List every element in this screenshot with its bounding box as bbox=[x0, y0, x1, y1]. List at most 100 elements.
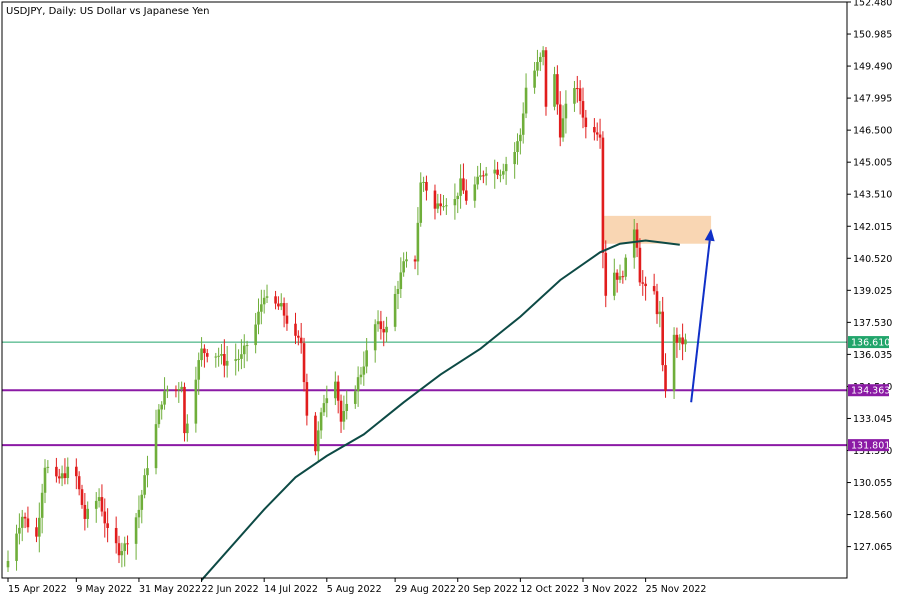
candle-body bbox=[177, 389, 181, 391]
candle-body bbox=[305, 382, 309, 416]
candle-body bbox=[655, 291, 659, 315]
projection-arrow-head bbox=[704, 228, 715, 242]
candle-body bbox=[533, 70, 536, 88]
candle-body bbox=[38, 517, 41, 537]
price-tick-label: 145.005 bbox=[853, 158, 892, 169]
candle-body bbox=[237, 358, 240, 360]
candle-body bbox=[419, 182, 423, 223]
price-tick-label: 140.520 bbox=[853, 254, 892, 265]
candle-body bbox=[103, 511, 107, 524]
candle-body bbox=[75, 466, 78, 477]
candle-body bbox=[26, 518, 30, 528]
projection-arrow-shaft bbox=[690, 240, 711, 403]
candle-body bbox=[234, 359, 238, 361]
candle-body bbox=[359, 374, 363, 378]
support-level-1-badge bbox=[848, 384, 889, 397]
date-tick-label: 25 Nov 2022 bbox=[646, 584, 707, 595]
candle-body bbox=[453, 199, 457, 206]
price-tick-label: 133.045 bbox=[853, 414, 892, 425]
candle-body bbox=[126, 543, 129, 545]
candle-body bbox=[134, 517, 138, 544]
date-tick-label: 31 May 2022 bbox=[139, 584, 201, 595]
price-tick-label: 131.550 bbox=[853, 446, 892, 457]
candle-body bbox=[143, 475, 146, 495]
candle-body bbox=[245, 345, 249, 347]
candle-body bbox=[220, 354, 223, 356]
candle-body bbox=[365, 350, 368, 367]
candle-body bbox=[638, 247, 642, 283]
candle-body bbox=[581, 101, 585, 118]
candle-body bbox=[456, 195, 460, 200]
candle-body bbox=[197, 360, 201, 380]
candle-body bbox=[675, 334, 679, 343]
candle-body bbox=[553, 74, 556, 107]
candle-body bbox=[558, 104, 562, 138]
candle-body bbox=[362, 366, 366, 375]
candle-body bbox=[35, 527, 38, 537]
candle-body bbox=[493, 169, 497, 174]
candle-body bbox=[123, 543, 127, 552]
candle-body bbox=[279, 303, 283, 307]
candle-body bbox=[393, 293, 397, 327]
candle-body bbox=[240, 354, 243, 359]
candle-body bbox=[277, 303, 280, 307]
candle-body bbox=[254, 324, 257, 346]
candle-body bbox=[376, 321, 380, 325]
candle-body bbox=[436, 203, 440, 209]
date-tick-label: 5 Aug 2022 bbox=[327, 584, 382, 595]
candle-body bbox=[353, 391, 357, 404]
candle-body bbox=[413, 259, 417, 262]
candle-body bbox=[504, 164, 508, 172]
candle-body bbox=[6, 560, 10, 568]
candle-body bbox=[604, 252, 608, 296]
candle-body bbox=[499, 174, 502, 176]
support-level-2-badge bbox=[848, 439, 889, 452]
candle-body bbox=[501, 171, 505, 175]
candle-body bbox=[200, 348, 203, 361]
candle-body bbox=[641, 282, 645, 284]
candle-body bbox=[15, 533, 18, 561]
candle-body bbox=[114, 527, 118, 544]
candle-body bbox=[23, 516, 27, 519]
candle-body bbox=[66, 466, 70, 479]
candle-body bbox=[160, 404, 164, 410]
candle-body bbox=[433, 190, 437, 209]
candle-body bbox=[482, 175, 485, 177]
candle-body bbox=[274, 296, 277, 304]
candle-body bbox=[257, 311, 260, 325]
candle-body bbox=[664, 365, 667, 391]
candle-body bbox=[345, 403, 349, 411]
candle-body bbox=[57, 476, 61, 479]
candle-body bbox=[615, 272, 619, 280]
candle-body bbox=[43, 467, 47, 493]
candle-body bbox=[575, 88, 579, 90]
candle-body bbox=[163, 391, 166, 405]
candle-body bbox=[536, 61, 539, 71]
candle-body bbox=[519, 134, 522, 142]
candle-body bbox=[285, 315, 289, 324]
candle-body bbox=[513, 151, 516, 165]
candle-body bbox=[146, 468, 149, 476]
price-tick-label: 152.480 bbox=[853, 0, 892, 9]
candle-body bbox=[166, 389, 169, 392]
price-tick-label: 150.985 bbox=[853, 30, 892, 41]
candle-body bbox=[624, 257, 627, 277]
candle-body bbox=[325, 398, 329, 404]
price-tick-label: 143.510 bbox=[853, 190, 892, 201]
candle-body bbox=[524, 87, 528, 114]
candle-body bbox=[402, 261, 405, 273]
candle-body bbox=[322, 403, 326, 413]
chart-title: USDJPY, Daily: US Dollar vs Japanese Yen bbox=[6, 6, 210, 17]
candle-body bbox=[578, 88, 582, 102]
candle-body bbox=[593, 127, 596, 133]
candle-body bbox=[618, 276, 622, 280]
candle-body bbox=[194, 379, 198, 424]
candle-body bbox=[97, 497, 101, 501]
candle-body bbox=[314, 415, 317, 452]
candle-body bbox=[299, 337, 303, 344]
price-tick-label: 136.035 bbox=[853, 350, 892, 361]
candle-body bbox=[186, 423, 189, 434]
candle-body bbox=[672, 334, 676, 391]
